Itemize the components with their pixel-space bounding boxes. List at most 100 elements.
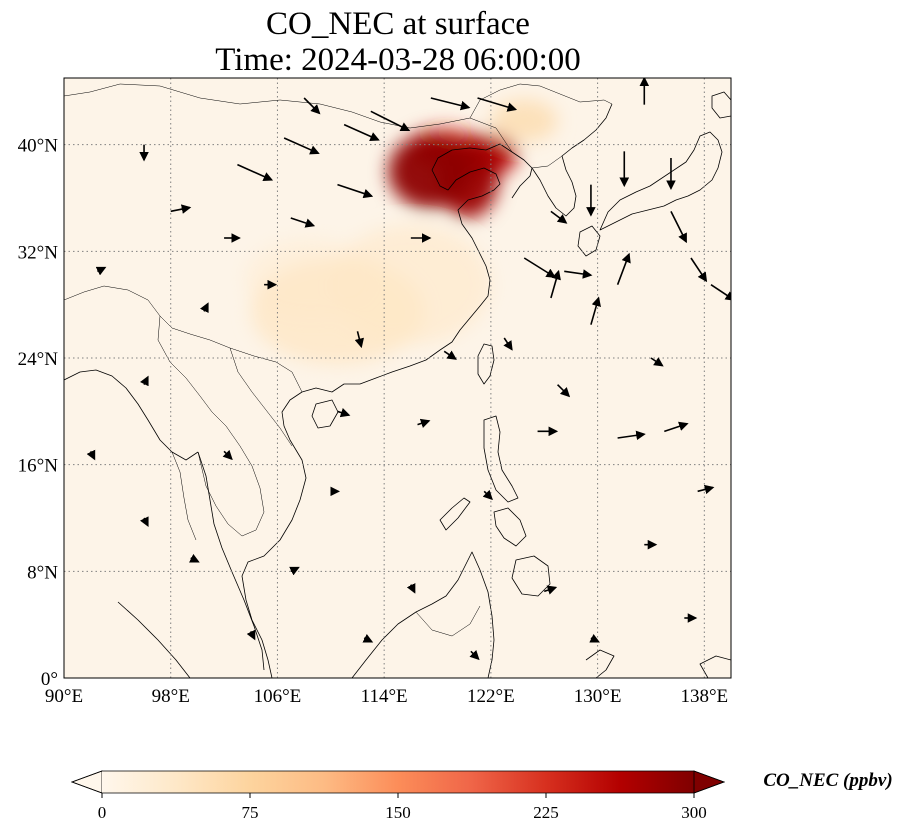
taiwan xyxy=(477,343,495,385)
china-russia-border xyxy=(469,83,613,119)
luzon xyxy=(483,415,519,503)
lat-tick-label: 24°N xyxy=(18,349,59,370)
wind-arrow xyxy=(362,633,374,643)
sumatra xyxy=(117,601,191,678)
wind-arrow xyxy=(289,566,300,576)
japan-hokkaido xyxy=(711,91,731,119)
colorbar: 0 75 150 225 300 xyxy=(70,770,726,822)
gridlines xyxy=(64,78,731,678)
lon-tick-label: 98°E xyxy=(152,686,190,707)
wind-arrow xyxy=(303,97,321,115)
wind-arrow xyxy=(443,350,457,360)
japan-honshu xyxy=(599,131,723,231)
wind-arrow xyxy=(337,408,351,418)
wind-arrow xyxy=(417,418,431,428)
lat-tick-label: 0° xyxy=(41,669,58,690)
china-southwest-border xyxy=(64,285,303,393)
lon-tick-label: 130°E xyxy=(574,686,622,707)
lat-tick-label: 16°N xyxy=(18,456,59,477)
wind-arrow xyxy=(543,585,558,595)
wind-arrow xyxy=(697,484,715,495)
new-guinea xyxy=(699,655,731,678)
wind-arrow xyxy=(406,582,416,594)
colorbar-extend-max xyxy=(693,770,726,794)
lon-tick-label: 114°E xyxy=(361,686,408,707)
korea-coast xyxy=(531,103,613,217)
bay-of-bengal-coast xyxy=(64,369,199,461)
co-plume-2 xyxy=(250,258,425,365)
wind-arrow xyxy=(290,217,316,228)
wind-arrow xyxy=(95,266,107,276)
lat-tick-label: 8°N xyxy=(27,562,58,583)
lon-tick-label: 90°E xyxy=(45,686,83,707)
colorbar-tick-label: 150 xyxy=(385,803,411,822)
wind-arrow xyxy=(710,284,731,301)
myanmar-thai-border xyxy=(171,451,197,541)
wind-arrow xyxy=(237,163,274,182)
wind-arrow xyxy=(690,257,708,283)
wind-arrow xyxy=(86,449,96,461)
wind-arrow xyxy=(343,123,380,142)
wind-arrow xyxy=(222,449,233,461)
borneo-borders xyxy=(415,605,481,637)
wind-arrow xyxy=(170,204,192,214)
visayas xyxy=(493,507,527,547)
wind-arrow xyxy=(617,430,646,441)
colorbar-tick-label: 300 xyxy=(681,803,707,822)
wind-arrow xyxy=(550,269,561,299)
wind-arrow xyxy=(523,257,556,278)
mindanao xyxy=(511,555,551,597)
wind-arrow xyxy=(650,357,664,367)
wind-arrow xyxy=(616,252,631,285)
wind-arrow xyxy=(477,97,518,112)
wind-arrow xyxy=(139,516,149,528)
latitude-axis: 0° 8°N 16°N 24°N 32°N 40°N xyxy=(18,136,59,690)
wind-arrow xyxy=(199,302,209,314)
wind-arrow xyxy=(469,649,480,661)
wind-arrow xyxy=(664,421,689,433)
wind-arrow xyxy=(670,210,687,244)
wind-arrow xyxy=(590,296,601,325)
chart-subtitle: Time: 2024-03-28 06:00:00 xyxy=(215,42,581,78)
hainan xyxy=(311,399,339,429)
colorbar-tick-label: 75 xyxy=(242,803,259,822)
wind-arrow xyxy=(283,137,320,155)
lat-tick-label: 32°N xyxy=(18,242,59,263)
sulawesi xyxy=(585,649,615,678)
colorbar-tick-label: 0 xyxy=(98,803,107,822)
malay-peninsula xyxy=(197,451,265,671)
co-plume-7 xyxy=(388,134,474,209)
wind-arrow xyxy=(337,183,374,199)
wind-arrow xyxy=(564,269,593,279)
japan-kyushu xyxy=(577,225,601,257)
co-concentration-field xyxy=(244,99,558,365)
borneo-coast xyxy=(351,551,495,678)
wind-arrow xyxy=(589,633,600,643)
wind-arrow xyxy=(557,384,571,398)
chart-title: CO_NEC at surface xyxy=(266,6,530,42)
wind-arrow xyxy=(189,553,200,563)
wind-arrow xyxy=(139,375,149,387)
wind-arrow xyxy=(430,97,471,111)
lat-tick-label: 40°N xyxy=(18,136,59,157)
borders xyxy=(64,83,613,637)
longitude-axis: 90°E 98°E 106°E 114°E 122°E 130°E 138°E xyxy=(45,686,728,707)
colorbar-extend-min xyxy=(70,770,103,794)
lon-tick-label: 138°E xyxy=(680,686,728,707)
wind-arrow xyxy=(550,210,568,224)
lon-tick-label: 122°E xyxy=(467,686,515,707)
palawan xyxy=(439,497,471,531)
wind-vectors xyxy=(86,78,731,661)
map-frame xyxy=(63,77,732,679)
colorbar-tick-label: 225 xyxy=(533,803,559,822)
wind-arrow xyxy=(246,629,256,641)
lon-tick-label: 106°E xyxy=(254,686,302,707)
indochina-borders xyxy=(157,315,265,537)
wind-arrow xyxy=(503,337,513,351)
wind-arrow xyxy=(370,110,411,132)
korea-border xyxy=(531,155,563,169)
bohai-coast xyxy=(431,143,533,253)
wind-arrow xyxy=(482,489,493,501)
laos-vietnam-border xyxy=(229,347,293,447)
